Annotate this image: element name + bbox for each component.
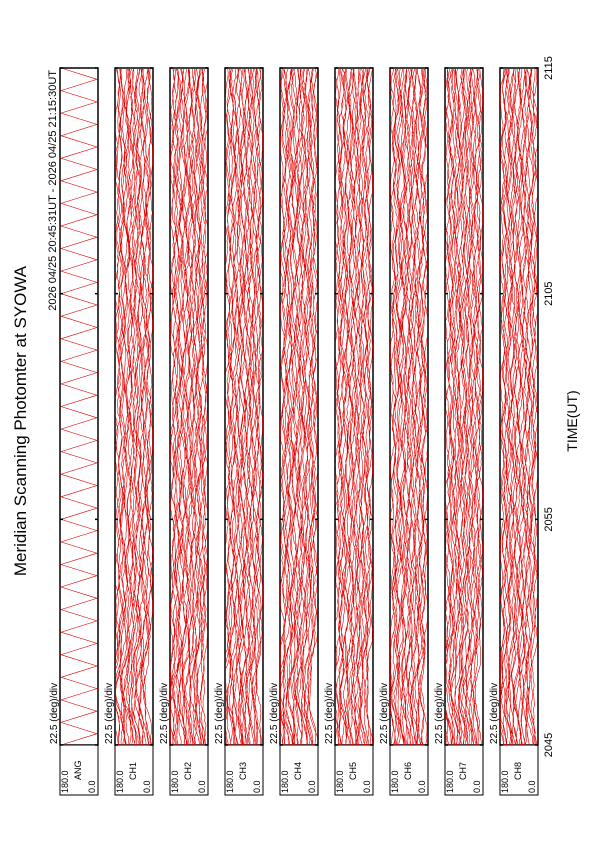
trace bbox=[390, 68, 428, 746]
x-tick-label: 2115 bbox=[543, 56, 555, 80]
bottom-label: 0.0 bbox=[472, 780, 482, 793]
scale-label: 22.5 (deg)/div bbox=[434, 683, 445, 744]
trace bbox=[335, 68, 373, 746]
trace bbox=[445, 68, 483, 746]
trace bbox=[115, 68, 153, 746]
scale-label: 22.5 (deg)/div bbox=[324, 683, 335, 744]
bottom-label: 0.0 bbox=[362, 780, 372, 793]
label-box bbox=[169, 744, 209, 796]
bottom-label: 0.0 bbox=[87, 780, 97, 793]
top-label: 180.0 bbox=[170, 770, 180, 793]
channel-label: CH7 bbox=[458, 762, 468, 780]
channel-label: CH3 bbox=[238, 762, 248, 780]
x-tick-label: 2105 bbox=[543, 281, 555, 305]
top-label: 180.0 bbox=[280, 770, 290, 793]
label-box bbox=[114, 744, 154, 796]
top-label: 180.0 bbox=[115, 770, 125, 793]
trace bbox=[59, 67, 99, 746]
top-label: 180.0 bbox=[335, 770, 345, 793]
title: Meridian Scanning Photomter at SYOWA bbox=[11, 265, 30, 576]
bottom-label: 0.0 bbox=[417, 780, 427, 793]
label-box bbox=[59, 744, 99, 796]
channel-label: CH8 bbox=[513, 762, 523, 780]
channel-label: ANG bbox=[73, 760, 83, 780]
scale-label: 22.5 (deg)/div bbox=[269, 683, 280, 744]
channel-label: CH6 bbox=[403, 762, 413, 780]
trace bbox=[170, 68, 208, 746]
x-axis-label: TIME(UT) bbox=[564, 390, 580, 451]
x-tick-label: 2055 bbox=[543, 507, 555, 531]
subtitle: 2026 04/25 20:45:31UT - 2026 04/25 21:15… bbox=[47, 70, 59, 311]
scale-label: 22.5 (deg)/div bbox=[159, 683, 170, 744]
bottom-label: 0.0 bbox=[307, 780, 317, 793]
label-box bbox=[444, 744, 484, 796]
bottom-label: 0.0 bbox=[252, 780, 262, 793]
panel-frame bbox=[59, 67, 99, 746]
rotated-plot: Meridian Scanning Photomter at SYOWA 2026… bbox=[11, 56, 580, 796]
bottom-label: 0.0 bbox=[527, 780, 537, 793]
top-label: 180.0 bbox=[225, 770, 235, 793]
channel-label: CH4 bbox=[293, 762, 303, 780]
label-box bbox=[334, 744, 374, 796]
top-label: 180.0 bbox=[60, 770, 70, 793]
top-label: 180.0 bbox=[500, 770, 510, 793]
bottom-label: 0.0 bbox=[197, 780, 207, 793]
channel-label: CH5 bbox=[348, 762, 358, 780]
trace bbox=[280, 68, 318, 746]
scale-label: 22.5 (deg)/div bbox=[489, 683, 500, 744]
label-box bbox=[499, 744, 539, 796]
top-label: 180.0 bbox=[445, 770, 455, 793]
scale-label: 22.5 (deg)/div bbox=[104, 683, 115, 744]
scale-label: 22.5 (deg)/div bbox=[49, 683, 60, 744]
label-box bbox=[279, 744, 319, 796]
x-tick-label: 2045 bbox=[543, 733, 555, 757]
trace bbox=[500, 68, 538, 746]
label-box bbox=[389, 744, 429, 796]
channel-label: CH1 bbox=[128, 762, 138, 780]
trace bbox=[225, 68, 263, 746]
top-label: 180.0 bbox=[390, 770, 400, 793]
scale-label: 22.5 (deg)/div bbox=[214, 683, 225, 744]
scale-label: 22.5 (deg)/div bbox=[379, 683, 390, 744]
bottom-label: 0.0 bbox=[142, 780, 152, 793]
channel-label: CH2 bbox=[183, 762, 193, 780]
